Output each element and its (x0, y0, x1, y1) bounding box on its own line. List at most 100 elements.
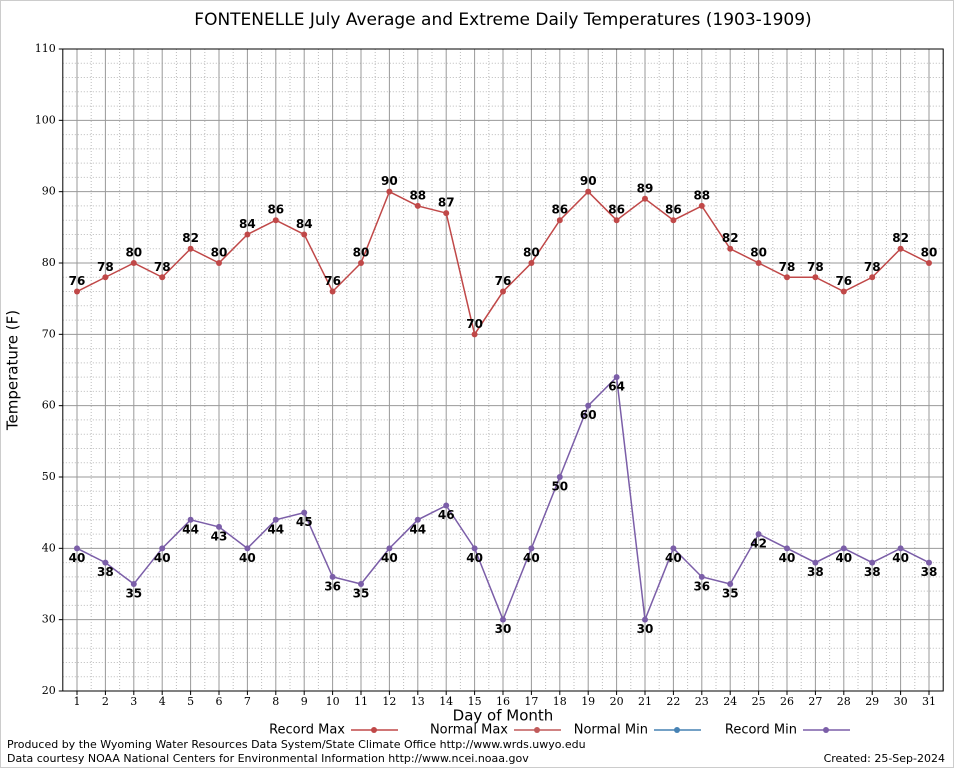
y-tick-label: 40 (42, 541, 56, 554)
data-label: 40 (69, 551, 86, 565)
data-label: 38 (807, 565, 824, 579)
data-label: 78 (779, 260, 796, 274)
legend-label: Normal Min (574, 723, 648, 738)
data-label: 84 (296, 217, 313, 231)
data-label: 76 (324, 274, 341, 288)
point (187, 245, 194, 252)
data-label: 40 (892, 551, 909, 565)
footer: Produced by the Wyoming Water Resources … (7, 738, 586, 751)
data-label: 78 (154, 260, 171, 274)
point (755, 531, 762, 538)
y-tick-label: 110 (35, 42, 56, 55)
point (471, 545, 478, 552)
point (244, 545, 251, 552)
data-label: 88 (693, 188, 710, 202)
point (216, 523, 222, 530)
data-label: 40 (154, 551, 171, 565)
data-label: 80 (523, 246, 540, 260)
point (698, 573, 705, 580)
x-tick-label: 20 (610, 695, 624, 708)
data-label: 82 (182, 231, 199, 245)
data-label: 86 (608, 203, 625, 217)
data-label: 80 (211, 246, 228, 260)
x-tick-label: 10 (326, 695, 340, 708)
data-label: 40 (835, 551, 852, 565)
legend-label: Record Min (725, 723, 797, 738)
data-label: 38 (921, 565, 938, 579)
x-tick-label: 18 (553, 695, 567, 708)
data-label: 76 (835, 274, 852, 288)
x-tick-label: 7 (244, 695, 251, 708)
point (784, 545, 790, 552)
point (812, 274, 819, 281)
legend-marker (674, 727, 680, 733)
point (102, 559, 109, 566)
y-tick-label: 100 (35, 113, 56, 126)
point (812, 559, 819, 566)
x-tick-label: 26 (780, 695, 794, 708)
point (159, 545, 166, 552)
point (358, 260, 364, 266)
point (329, 288, 336, 295)
data-label: 78 (97, 260, 114, 274)
data-label: 78 (864, 260, 881, 274)
point (727, 581, 734, 587)
point (556, 474, 563, 480)
point (784, 274, 790, 281)
data-label: 40 (381, 551, 398, 565)
data-label: 45 (296, 515, 313, 529)
point (244, 231, 251, 238)
point (642, 616, 648, 623)
data-label: 38 (97, 565, 114, 579)
point (130, 260, 137, 266)
point (727, 245, 734, 252)
x-tick-label: 22 (666, 695, 680, 708)
plot-border (62, 48, 944, 692)
y-tick-label: 90 (42, 185, 56, 198)
point (926, 559, 932, 566)
point (585, 188, 592, 195)
x-tick-label: 5 (187, 695, 194, 708)
data-label: 84 (239, 217, 256, 231)
point (755, 260, 762, 266)
x-tick-label: 13 (411, 695, 425, 708)
point (528, 260, 535, 266)
point (414, 202, 421, 209)
footer: Created: 25-Sep-2024 (824, 752, 945, 765)
footer: Data courtesy NOAA National Centers for … (7, 752, 529, 765)
data-label: 76 (495, 274, 512, 288)
point (613, 374, 620, 381)
x-tick-label: 12 (382, 695, 396, 708)
x-tick-label: 31 (922, 695, 936, 708)
data-label: 86 (551, 203, 568, 217)
data-label: 38 (864, 565, 881, 579)
point (528, 545, 535, 552)
x-tick-label: 21 (638, 695, 652, 708)
x-tick-label: 11 (354, 695, 368, 708)
x-tick-label: 14 (439, 695, 453, 708)
point (443, 502, 450, 509)
data-label: 36 (324, 579, 341, 593)
point (897, 245, 904, 252)
data-label: 87 (438, 196, 455, 210)
legend-marker (823, 727, 829, 733)
y-tick-label: 80 (42, 256, 56, 269)
x-tick-label: 15 (468, 695, 482, 708)
data-label: 44 (409, 522, 426, 536)
point (926, 260, 932, 266)
x-tick-label: 24 (723, 695, 737, 708)
x-tick-label: 27 (808, 695, 822, 708)
x-axis-label: Day of Month (453, 707, 554, 725)
x-tick-label: 17 (524, 695, 538, 708)
point (301, 231, 308, 238)
point (585, 402, 592, 409)
point (102, 274, 109, 281)
x-tick-label: 16 (496, 695, 510, 708)
data-label: 40 (466, 551, 483, 565)
data-label: 86 (665, 203, 682, 217)
data-label: 40 (523, 551, 540, 565)
y-tick-label: 50 (42, 470, 56, 483)
point (130, 581, 137, 587)
point (159, 274, 166, 281)
